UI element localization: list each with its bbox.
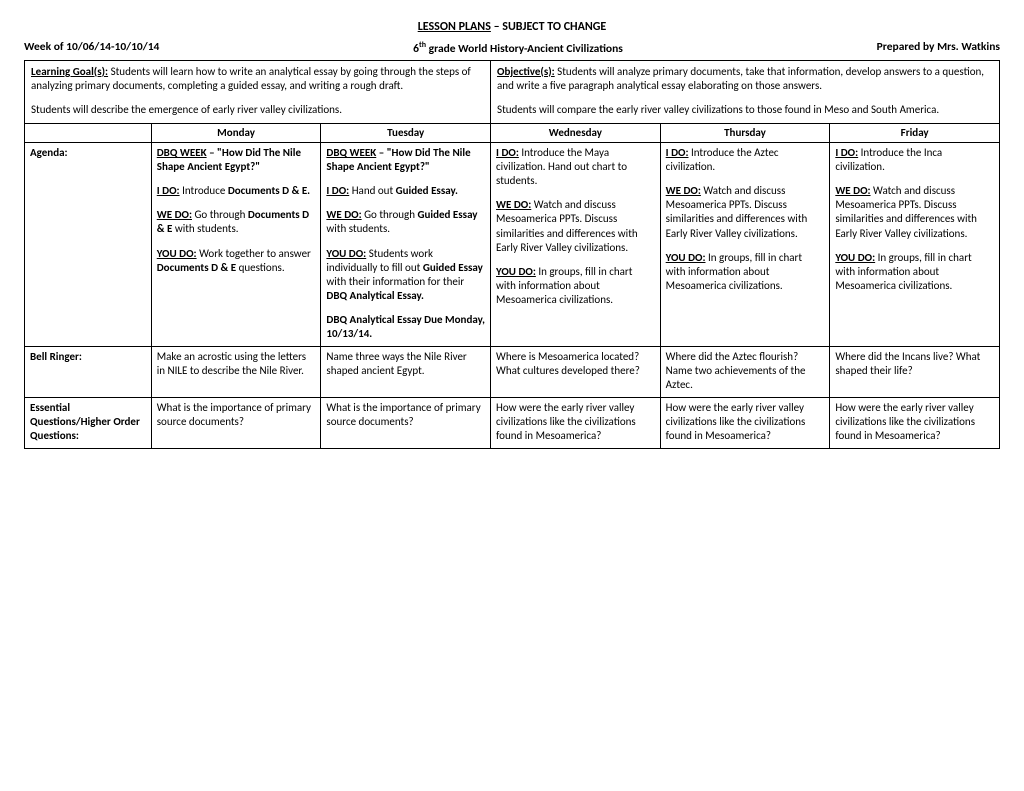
page-title: LESSON PLANS – SUBJECT TO CHANGE: [24, 20, 1000, 34]
eq-label: Essential Questions/Higher Order Questio…: [25, 398, 152, 449]
title-suffix: – SUBJECT TO CHANGE: [491, 20, 606, 34]
course-label: 6th grade World History-Ancient Civiliza…: [159, 40, 876, 56]
learning-goals-cell: Learning Goal(s): Students will learn ho…: [25, 60, 491, 123]
objectives-text2: Students will compare the early river va…: [497, 103, 993, 117]
thursday-header: Thursday: [660, 124, 830, 143]
blank-header: [25, 124, 152, 143]
eq-fri: How were the early river valley civiliza…: [830, 398, 1000, 449]
header-row: Week of 10/06/14-10/10/14 6th grade Worl…: [24, 40, 1000, 56]
agenda-tue: DBQ WEEK – "How Did The Nile Shape Ancie…: [321, 143, 491, 347]
agenda-fri: I DO: Introduce the Inca civilization. W…: [830, 143, 1000, 347]
eq-thu: How were the early river valley civiliza…: [660, 398, 830, 449]
tuesday-header: Tuesday: [321, 124, 491, 143]
learning-goals-text2: Students will describe the emergence of …: [31, 103, 484, 117]
bell-ringer-row: Bell Ringer: Make an acrostic using the …: [25, 347, 1000, 398]
objectives-cell: Objective(s): Students will analyze prim…: [491, 60, 1000, 123]
bell-label: Bell Ringer:: [25, 347, 152, 398]
day-header-row: Monday Tuesday Wednesday Thursday Friday: [25, 124, 1000, 143]
wednesday-header: Wednesday: [491, 124, 661, 143]
bell-tue: Name three ways the Nile River shaped an…: [321, 347, 491, 398]
prepared-by: Prepared by Mrs. Watkins: [877, 40, 1000, 56]
monday-header: Monday: [151, 124, 321, 143]
eq-mon: What is the importance of primary source…: [151, 398, 321, 449]
due-date: DBQ Analytical Essay Due Monday, 10/13/1…: [326, 313, 485, 341]
lesson-plan-table: Learning Goal(s): Students will learn ho…: [24, 60, 1000, 450]
agenda-mon: DBQ WEEK – "How Did The Nile Shape Ancie…: [151, 143, 321, 347]
objectives-text: Students will analyze primary documents,…: [497, 65, 984, 92]
bell-wed: Where is Mesoamerica located? What cultu…: [491, 347, 661, 398]
bell-fri: Where did the Incans live? What shaped t…: [830, 347, 1000, 398]
agenda-wed: I DO: Introduce the Maya civilization. H…: [491, 143, 661, 347]
agenda-row: Agenda: DBQ WEEK – "How Did The Nile Sha…: [25, 143, 1000, 347]
week-label: Week of 10/06/14-10/10/14: [24, 40, 159, 56]
bell-thu: Where did the Aztec flourish? Name two a…: [660, 347, 830, 398]
objectives-label: Objective(s):: [497, 65, 555, 78]
agenda-label: Agenda:: [25, 143, 152, 347]
eq-wed: How were the early river valley civiliza…: [491, 398, 661, 449]
goals-row: Learning Goal(s): Students will learn ho…: [25, 60, 1000, 123]
bell-mon: Make an acrostic using the letters in NI…: [151, 347, 321, 398]
agenda-thu: I DO: Introduce the Aztec civilization. …: [660, 143, 830, 347]
learning-goals-label: Learning Goal(s):: [31, 65, 108, 78]
eq-row: Essential Questions/Higher Order Questio…: [25, 398, 1000, 449]
friday-header: Friday: [830, 124, 1000, 143]
eq-tue: What is the importance of primary source…: [321, 398, 491, 449]
title-underline: LESSON PLANS: [418, 20, 491, 34]
